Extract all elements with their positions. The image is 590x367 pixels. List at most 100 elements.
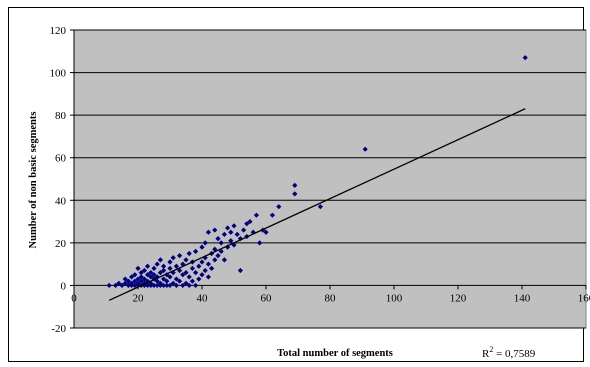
data-point [170,255,176,261]
data-point [167,274,173,280]
data-point [157,270,163,276]
data-point [196,276,202,282]
data-point [205,274,211,280]
data-point [164,278,170,284]
data-point [212,257,218,263]
data-point [196,263,202,269]
data-point [138,270,144,276]
data-point [145,272,151,278]
data-point [199,259,205,265]
data-point [145,263,151,269]
data-point [141,280,147,286]
trendline [108,108,526,301]
data-point [205,261,211,267]
y-tick-label: 60 [55,153,67,165]
y-tick-label: 0 [61,280,67,292]
data-point [263,229,269,235]
data-point [148,274,154,280]
data-point [145,278,151,284]
data-point [138,274,144,280]
data-point [132,278,138,284]
data-point [276,204,282,210]
data-point [161,276,167,282]
data-point [193,282,199,289]
data-point [177,278,183,284]
data-point [151,265,157,271]
data-point [215,253,221,259]
y-tick-label: 80 [55,110,67,122]
data-point [522,55,528,61]
x-tick-label: 140 [514,292,531,304]
data-point [199,244,205,250]
data-point [228,238,234,244]
data-point [231,223,237,229]
y-tick-label: 20 [55,238,67,250]
data-point [167,282,173,289]
data-point [125,278,131,284]
x-tick-label: 160 [578,292,590,304]
data-point [135,276,141,282]
y-tick-label: -20 [51,323,66,335]
data-point [138,278,144,284]
data-point [180,282,186,289]
data-point [183,280,189,286]
data-point [154,282,160,289]
data-point [154,278,160,284]
data-point [119,282,125,289]
x-tick-label: 40 [197,292,209,304]
data-point [292,191,298,197]
data-point [132,272,138,278]
data-point [154,261,160,267]
data-point [253,212,259,218]
data-point [151,272,157,278]
data-point [225,225,231,231]
y-tick-label: 40 [55,195,67,207]
data-point [106,282,112,289]
data-point [205,229,211,235]
data-point [241,227,247,233]
data-points [106,55,528,289]
data-point [189,265,195,271]
data-point [173,276,179,282]
data-point [212,227,218,233]
data-point [247,218,253,225]
data-point [161,267,167,274]
data-point [199,272,205,278]
data-point [244,221,250,227]
data-point [161,263,167,269]
data-point [157,280,163,286]
data-point [173,263,179,269]
data-point [202,240,208,246]
x-tick-label: 60 [261,292,273,304]
data-point [148,270,154,276]
data-point [362,146,368,152]
data-point [141,276,147,282]
data-point [317,204,323,210]
data-point [164,282,170,289]
r2-value: = 0,7589 [493,348,535,360]
data-point [186,274,192,280]
x-tick-label: 20 [133,292,145,304]
data-point [177,253,183,259]
data-point [189,278,195,284]
data-point [135,265,141,271]
data-point [193,248,199,254]
data-point [209,265,215,271]
plot-area [73,29,587,329]
data-point [173,282,179,289]
gridlines [74,29,586,329]
data-point [167,259,173,265]
data-point [218,248,224,254]
data-point [129,280,135,286]
data-point [237,267,243,274]
y-tick-label: 100 [50,68,67,80]
data-point [145,282,151,289]
data-point [170,280,176,286]
data-point [221,257,227,263]
data-point [161,282,167,289]
x-tick-label: 120 [450,292,467,304]
data-point [113,282,119,289]
y-axis-title: Number of non basic segments [28,112,39,249]
data-point [193,270,199,276]
